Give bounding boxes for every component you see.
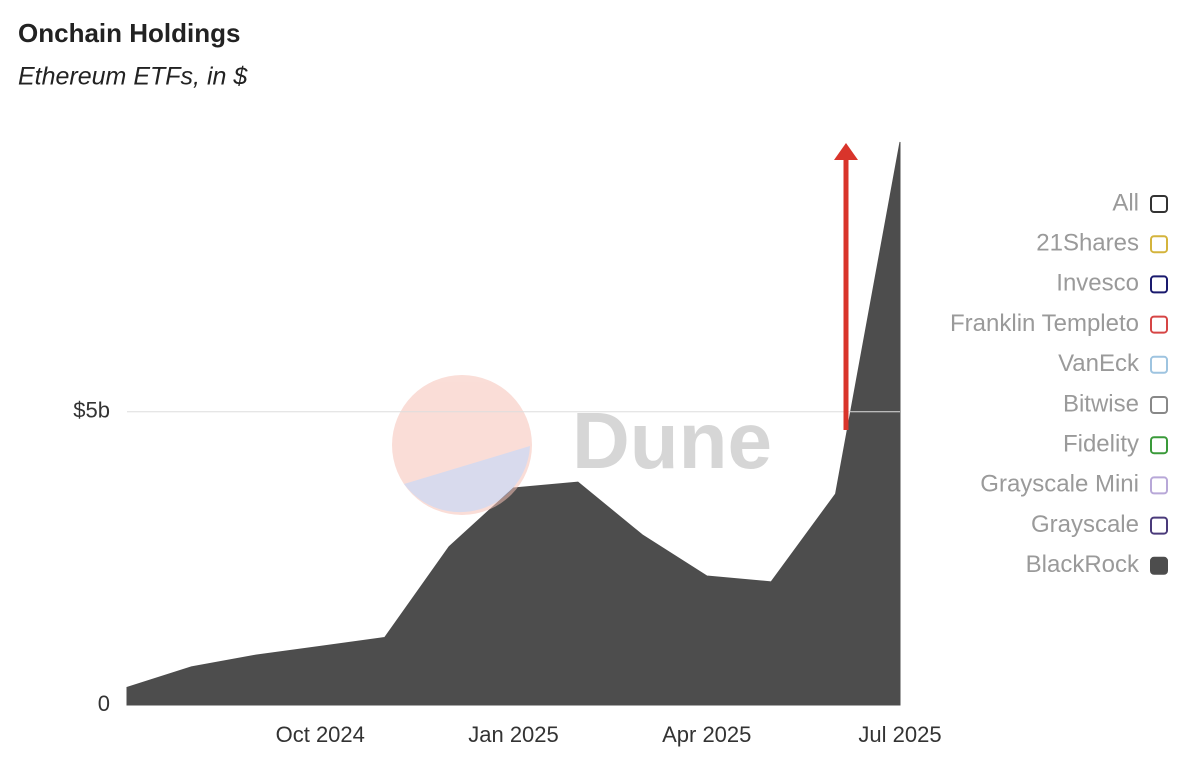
legend-swatch bbox=[1150, 275, 1168, 294]
legend-label: Invesco bbox=[1056, 270, 1139, 297]
watermark-circle-lower bbox=[404, 446, 530, 513]
legend-label: Grayscale bbox=[1031, 511, 1139, 538]
legend-label: Franklin Templeto bbox=[950, 310, 1139, 337]
legend-swatch bbox=[1150, 516, 1168, 535]
legend-swatch bbox=[1150, 396, 1168, 414]
legend-label: Grayscale Mini bbox=[980, 471, 1139, 498]
area bbox=[126, 141, 901, 706]
x-tick-label: Jul 2025 bbox=[858, 722, 941, 747]
annotation-arrowhead bbox=[834, 143, 858, 160]
legend-label: 21Shares bbox=[1036, 230, 1139, 257]
chart-title: Onchain Holdings bbox=[18, 18, 240, 48]
x-tick-label: Oct 2024 bbox=[276, 722, 365, 747]
legend-swatch bbox=[1150, 235, 1168, 254]
legend-swatch bbox=[1150, 476, 1168, 495]
y-tick-label: $5b bbox=[73, 398, 110, 423]
watermark-text: Dune bbox=[572, 396, 772, 485]
legend-label: All bbox=[1112, 189, 1139, 216]
legend-label: Fidelity bbox=[1063, 431, 1139, 458]
legend-label: BlackRock bbox=[1026, 551, 1140, 578]
x-tick-label: Apr 2025 bbox=[662, 722, 751, 747]
legend-label: VanEck bbox=[1058, 350, 1140, 377]
legend-swatch bbox=[1150, 195, 1168, 213]
legend-label: Bitwise bbox=[1063, 390, 1139, 417]
legend-swatch bbox=[1150, 355, 1168, 374]
legend-swatch bbox=[1150, 556, 1168, 575]
x-tick-label: Jan 2025 bbox=[468, 722, 559, 747]
chart-subtitle: Ethereum ETFs, in $ bbox=[18, 63, 248, 91]
legend-swatch bbox=[1150, 315, 1168, 334]
watermark-logo bbox=[392, 375, 532, 515]
legend-swatch bbox=[1150, 436, 1168, 455]
y-tick-label: 0 bbox=[98, 691, 110, 716]
